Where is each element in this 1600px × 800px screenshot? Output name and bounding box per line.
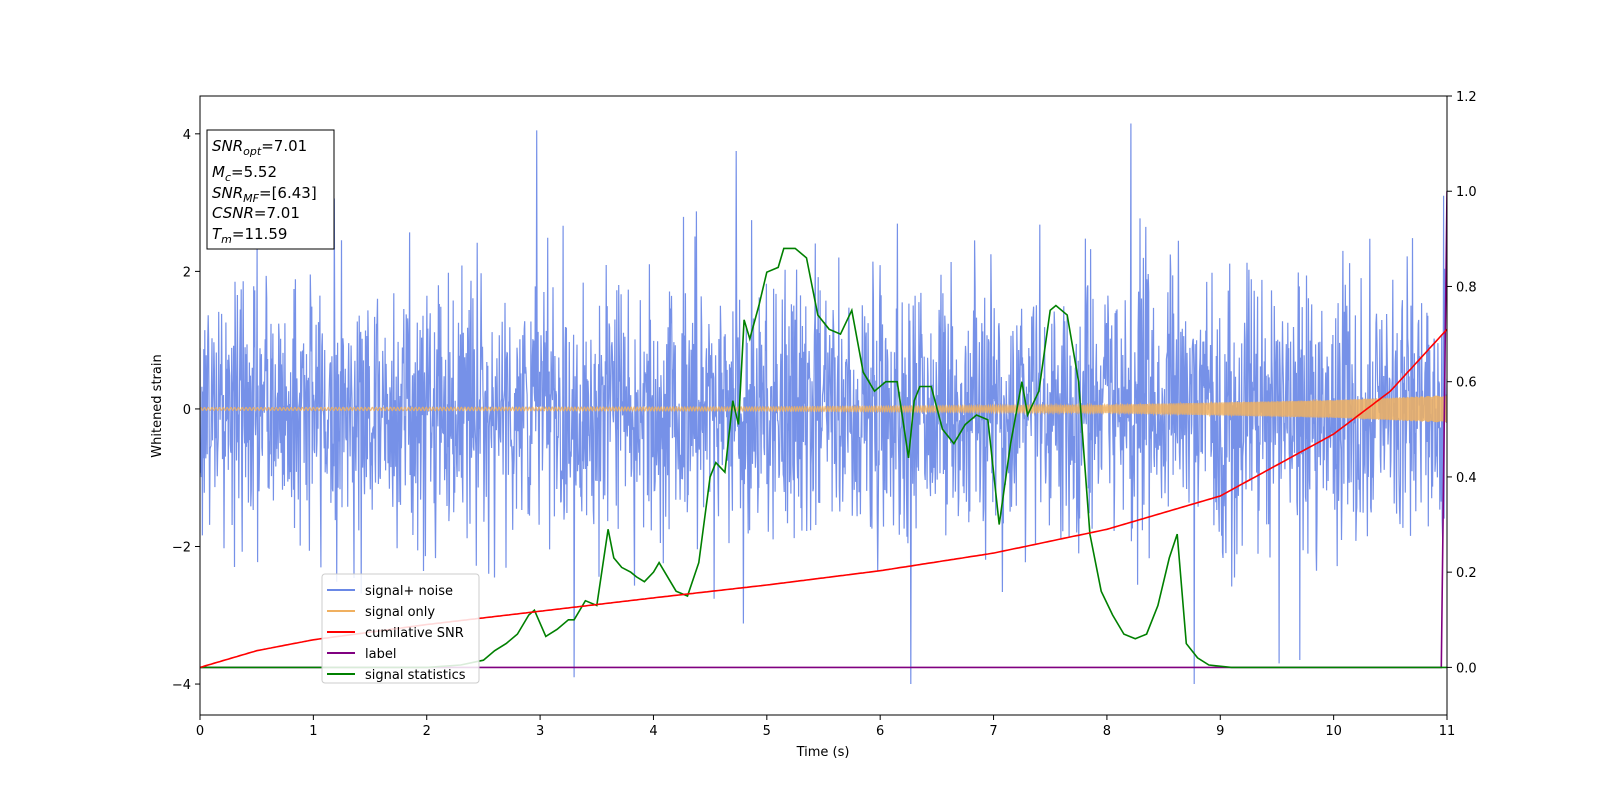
info-snr-opt: SNRopt=7.01 [212, 137, 307, 158]
x-tick-label: 0 [196, 724, 204, 739]
info-snr-mf-sub: MF [243, 192, 259, 205]
y-left-tick-label: −4 [172, 678, 191, 693]
x-tick-label: 7 [989, 724, 997, 739]
y-right-tick-label: 0.8 [1456, 280, 1477, 295]
info-tm-base: T [212, 225, 223, 243]
legend-label: signal statistics [365, 668, 466, 683]
legend-label: label [365, 647, 396, 662]
y-left-tick-label: −2 [172, 540, 191, 555]
series-signal-only [200, 395, 1447, 423]
x-tick-label: 8 [1103, 724, 1111, 739]
x-tick-label: 9 [1216, 724, 1224, 739]
y-right-tick-label: 1.2 [1456, 90, 1477, 105]
x-tick-label: 11 [1439, 724, 1456, 739]
y-right-tick-label: 0.0 [1456, 661, 1477, 676]
y-left-tick-label: 0 [183, 403, 191, 418]
legend-label: signal only [365, 605, 435, 620]
info-mc-sub: c [225, 171, 231, 184]
x-tick-label: 4 [649, 724, 657, 739]
legend-label: signal+ noise [365, 584, 453, 599]
y-right-tick-label: 0.6 [1456, 376, 1477, 391]
info-csnr-value: =7.01 [254, 204, 300, 222]
info-snr-opt-base: SNR [212, 137, 243, 155]
x-tick-label: 3 [536, 724, 544, 739]
info-snr-mf-base: SNR [212, 184, 243, 202]
y-right-tick-label: 0.2 [1456, 566, 1477, 581]
info-tm-value: =11.59 [232, 225, 288, 243]
info-mc-base: M [212, 163, 225, 181]
legend: signal+ noise signal only cumilative SNR la… [321, 573, 480, 684]
info-csnr-base: CSNR [212, 204, 254, 222]
info-snr-opt-sub: opt [243, 145, 262, 158]
x-axis-ticks: 0 1 2 3 4 5 6 7 8 9 10 11 [196, 715, 1455, 739]
x-tick-label: 5 [763, 724, 771, 739]
info-mc: Mc=5.52 [212, 163, 277, 184]
series-signal-noise [200, 123, 1447, 685]
plot-frame [199, 95, 1448, 716]
y-left-tick-label: 2 [183, 265, 191, 280]
y-right-tick-label: 0.4 [1456, 471, 1477, 486]
x-tick-label: 6 [876, 724, 884, 739]
y-axis-label: Whitened strain [150, 354, 165, 457]
y-left-tick-label: 4 [183, 128, 191, 143]
x-tick-label: 2 [423, 724, 431, 739]
info-tm: Tm=11.59 [212, 225, 287, 246]
series-signal-statistics [200, 247, 1447, 669]
y-right-tick-label: 1.0 [1456, 185, 1477, 200]
info-box-frame [206, 129, 335, 250]
x-tick-label: 1 [309, 724, 317, 739]
info-snr-opt-value: =7.01 [261, 137, 307, 155]
y-right-axis-ticks: 0.0 0.2 0.4 0.6 0.8 1.0 1.2 [1447, 90, 1477, 676]
x-tick-label: 10 [1325, 724, 1342, 739]
y-left-axis-ticks: −4 −2 0 2 4 [172, 128, 200, 693]
info-snr-mf-value: =[6.43] [259, 184, 317, 202]
x-axis-label: Time (s) [796, 745, 850, 760]
legend-frame [321, 573, 480, 684]
legend-items: signal+ noise signal only cumilative SNR la… [327, 584, 466, 683]
info-snr-mf: SNRMF=[6.43] [212, 184, 317, 205]
info-csnr: CSNR=7.01 [212, 204, 300, 222]
info-mc-value: =5.52 [231, 163, 277, 181]
legend-label: cumilative SNR [365, 626, 464, 641]
info-box: SNRopt=7.01 Mc=5.52 SNRMF=[6.43] CSNR=7.… [206, 129, 335, 250]
info-tm-sub: m [221, 233, 232, 246]
